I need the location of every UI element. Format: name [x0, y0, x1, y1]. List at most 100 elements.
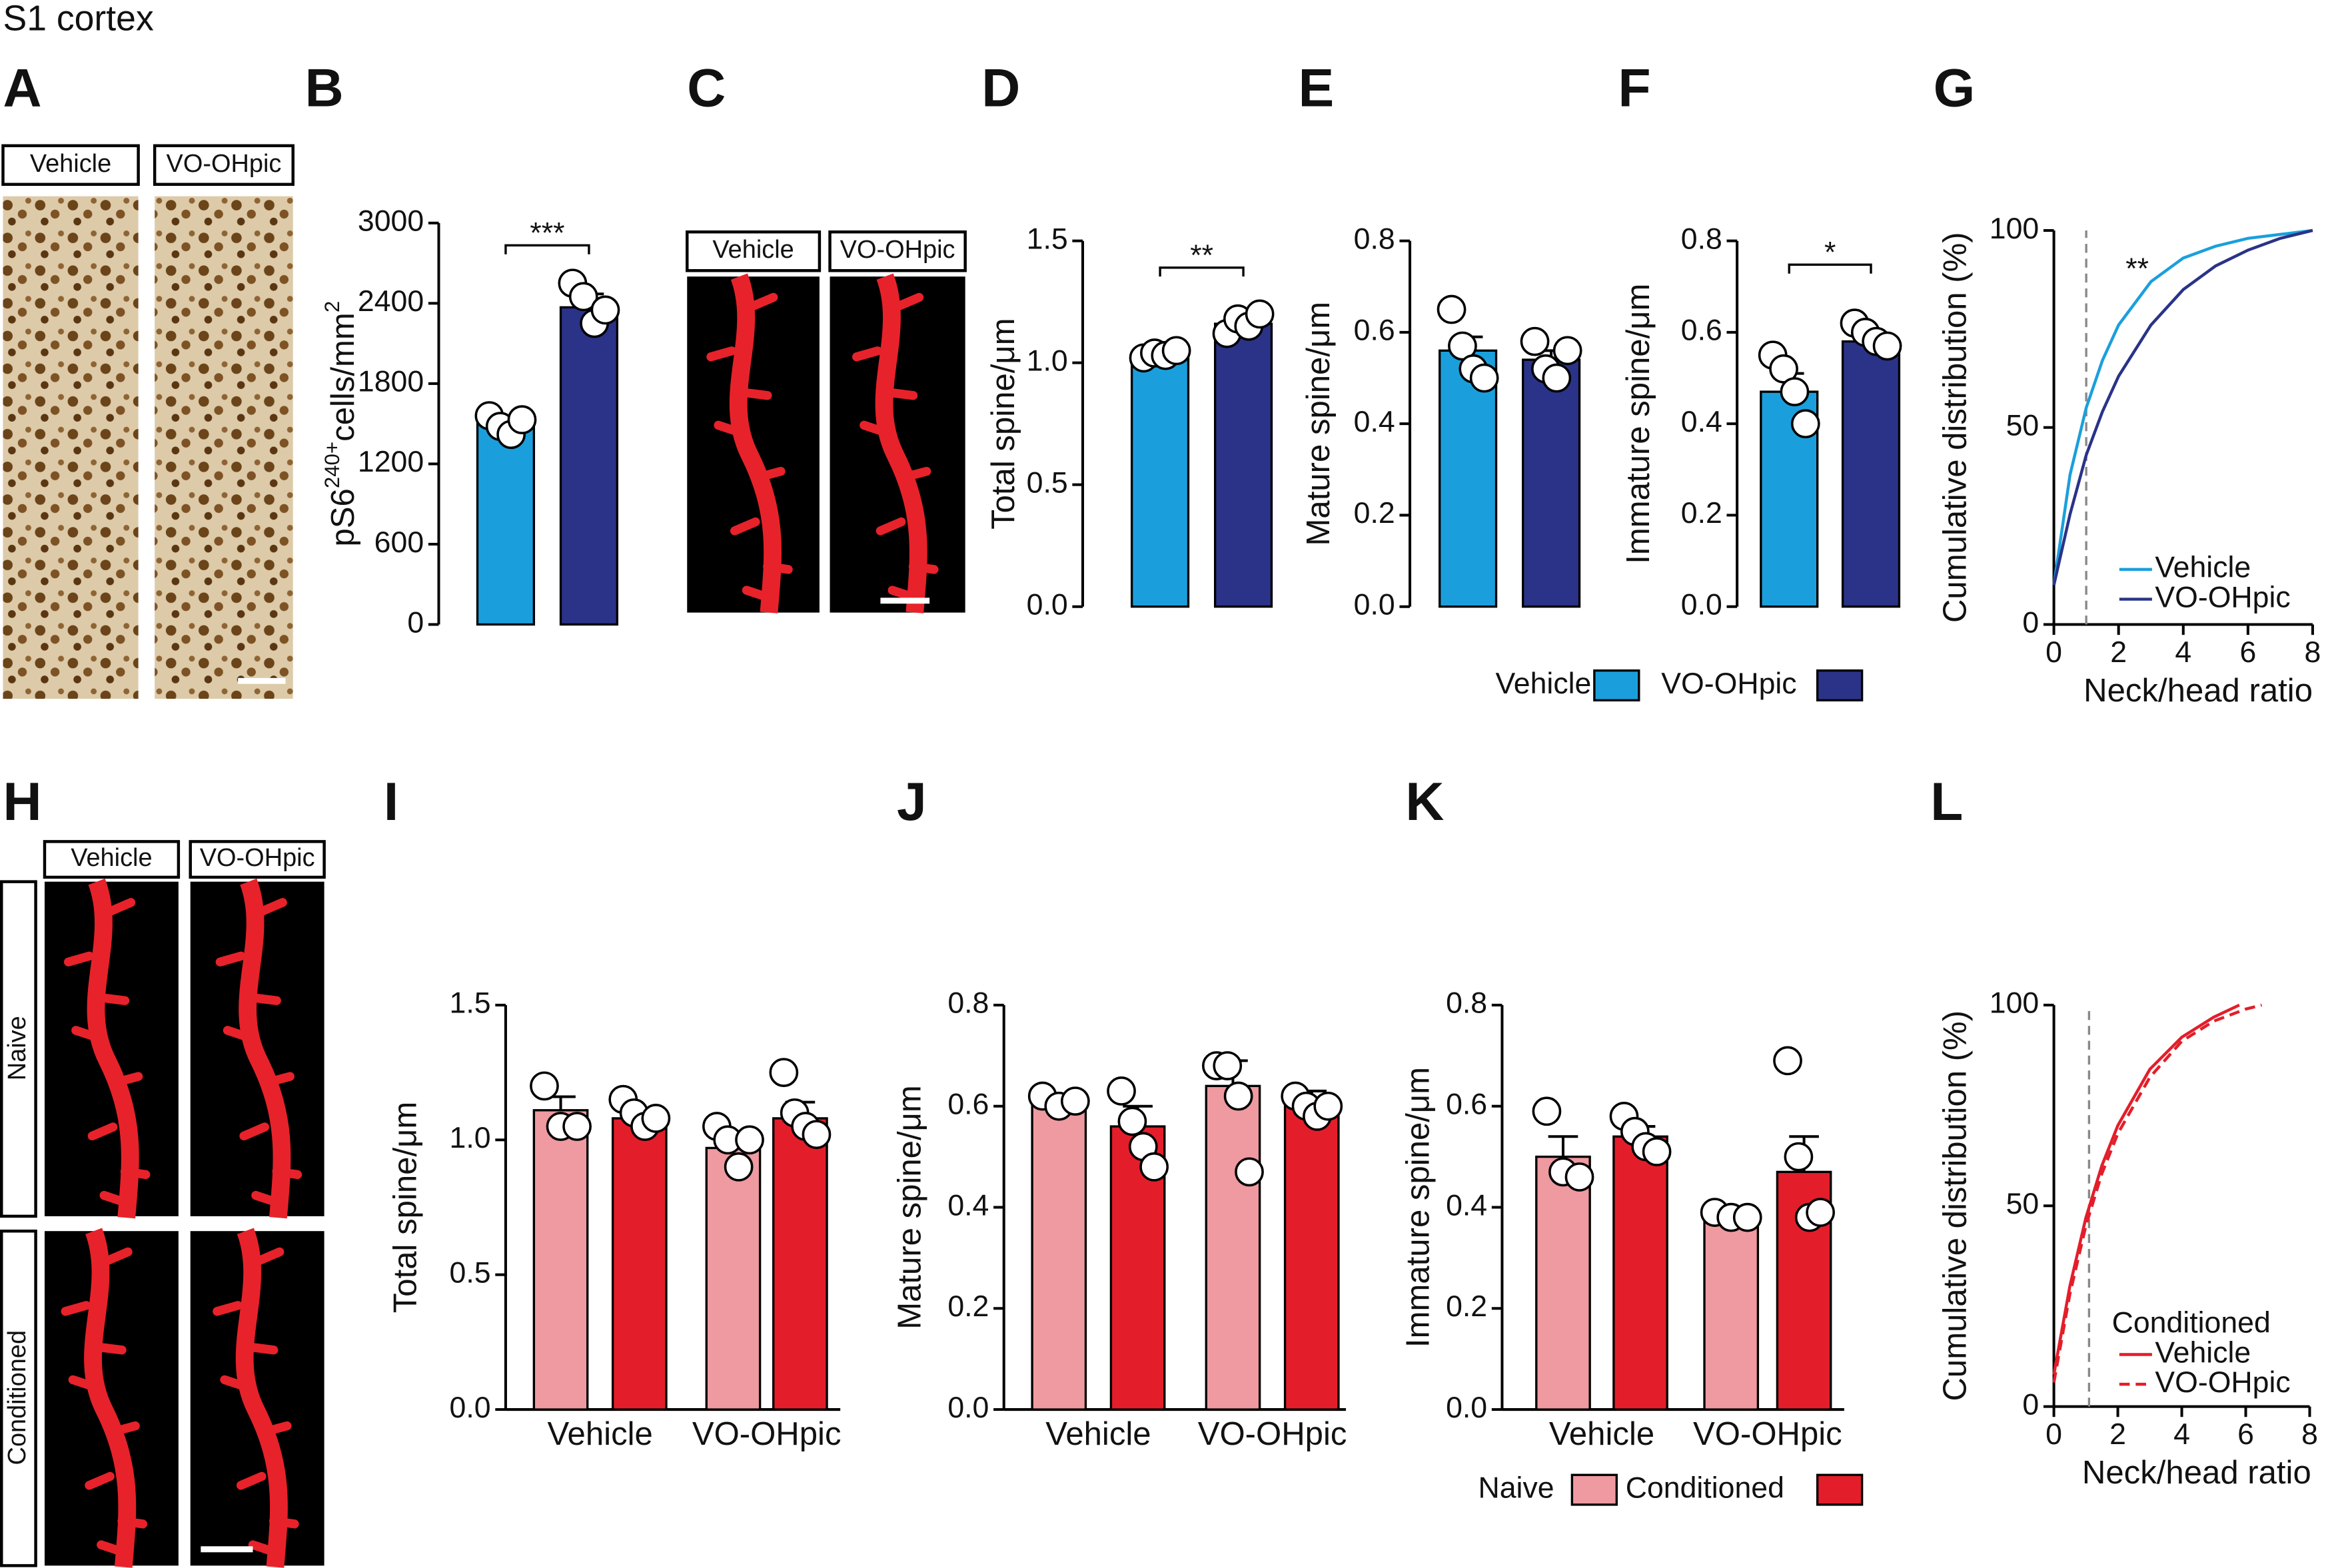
y-tick-label: 1.0 [1027, 344, 1068, 377]
panel-letter: J [897, 772, 927, 832]
image [44, 1231, 179, 1566]
data-point [1117, 1106, 1147, 1136]
y-tick-label: 0.0 [947, 1391, 989, 1424]
legend-swatch [1816, 669, 1864, 702]
label-box [1, 144, 140, 187]
y-tick-label: 0 [2022, 1388, 2039, 1421]
panel-letter: E [1299, 59, 1335, 119]
x-tick-label: Vehicle [548, 1416, 653, 1452]
micrograph-a: Vehicle VO-OHpic [1, 144, 294, 699]
bar [1130, 354, 1190, 608]
y-tick-label: 0.2 [1681, 497, 1722, 530]
legend-label: Naive [1478, 1471, 1554, 1504]
data-point [1784, 1142, 1814, 1172]
y-tick-label: 1800 [358, 366, 424, 398]
y-tick-label: 0.6 [1446, 1088, 1487, 1120]
y-axis-label-part: cells/mm [325, 312, 361, 442]
x-tick-label: 6 [2239, 636, 2256, 669]
x-axis-label: Neck/head ratio [2083, 673, 2313, 709]
x-tick-label: VO-OHpic [692, 1416, 842, 1452]
panel-letter: K [1405, 772, 1444, 832]
label-box [43, 840, 181, 879]
data-point [724, 1152, 754, 1182]
panel-letter: A [3, 59, 41, 119]
data-point [590, 295, 620, 325]
bar [1213, 322, 1273, 608]
bar [705, 1146, 762, 1411]
data-point [1213, 1051, 1243, 1080]
y-tick-label: 0.6 [947, 1088, 989, 1120]
curve [2052, 1003, 2240, 1375]
y-axis-label: Cumulative distribution (%) [1937, 1010, 1973, 1401]
data-point [769, 1058, 799, 1087]
column-label: Vehicle [30, 150, 111, 178]
data-point [1564, 1162, 1594, 1192]
y-tick-label: 100 [1990, 212, 2039, 245]
significance-bracket [1159, 266, 1245, 277]
data-point [1223, 1081, 1253, 1111]
data-point [1469, 363, 1499, 393]
legend-label: Vehicle [2155, 552, 2251, 584]
data-point [1437, 294, 1466, 324]
bar [1760, 390, 1819, 608]
y-tick-label: 0.0 [1681, 589, 1722, 621]
y-tick-label: 0.8 [1446, 987, 1487, 1020]
data-point [562, 1112, 592, 1141]
significance-bracket [504, 244, 590, 254]
y-tick-label: 2400 [358, 285, 424, 318]
bar [1535, 1155, 1591, 1411]
image [155, 196, 293, 699]
data-point [1642, 1137, 1672, 1166]
data-point [735, 1125, 764, 1155]
x-axis-label: Neck/head ratio [2082, 1455, 2311, 1491]
data-point [1773, 1046, 1802, 1076]
curve [2052, 228, 2313, 586]
y-axis-label: Cumulative distribution (%) [1937, 232, 1973, 623]
x-tick-label: 2 [2109, 1418, 2126, 1451]
x-tick-label: 0 [2045, 1418, 2062, 1451]
y-tick-label: 1.0 [450, 1122, 491, 1154]
panel-letter: I [384, 772, 398, 832]
y-tick-label: 1.5 [1027, 222, 1068, 255]
legend-title: Conditioned [2112, 1307, 2271, 1340]
data-point [1060, 1086, 1090, 1116]
label-box [828, 230, 967, 272]
data-point [1552, 336, 1582, 366]
y-axis-label-part: pS6 [325, 488, 361, 546]
x-tick-label: VO-OHpic [1693, 1416, 1842, 1452]
bar [1612, 1135, 1668, 1411]
significance-bracket [1788, 263, 1872, 274]
curve [2052, 1003, 2263, 1383]
curve [2052, 228, 2313, 586]
figure-title: S1 cortex [3, 0, 153, 38]
data-point [1107, 1076, 1136, 1106]
x-tick-label: 6 [2237, 1418, 2254, 1451]
column-label: VO-OHpic [167, 150, 282, 178]
legend-swatch [1570, 1473, 1618, 1506]
data-point [802, 1120, 832, 1150]
label-box [189, 840, 326, 879]
y-axis-label-part: 2 [320, 301, 344, 312]
y-axis-label: Immature spine/μm [1401, 1067, 1437, 1348]
y-tick-label: 600 [374, 526, 424, 559]
bar [476, 422, 536, 626]
data-point [1139, 1152, 1169, 1182]
label-box [686, 230, 822, 272]
y-tick-label: 0.8 [947, 987, 989, 1020]
bar [1439, 349, 1498, 608]
legend-label: Conditioned [1626, 1471, 1784, 1504]
data-point [1245, 299, 1275, 329]
y-tick-label: 1.5 [450, 987, 491, 1020]
column-label: Vehicle [712, 236, 794, 264]
legend-label: Vehicle [1495, 667, 1591, 700]
bar [532, 1109, 589, 1411]
data-point [1542, 363, 1572, 393]
bar [1703, 1216, 1760, 1411]
y-tick-label: 0 [407, 606, 424, 639]
bar [559, 306, 619, 626]
legend-swatch [1593, 669, 1640, 702]
column-label: VO-OHpic [200, 844, 315, 872]
y-tick-label: 0.5 [1027, 466, 1068, 499]
y-tick-label: 0.4 [1354, 406, 1395, 438]
data-point [1520, 326, 1550, 356]
